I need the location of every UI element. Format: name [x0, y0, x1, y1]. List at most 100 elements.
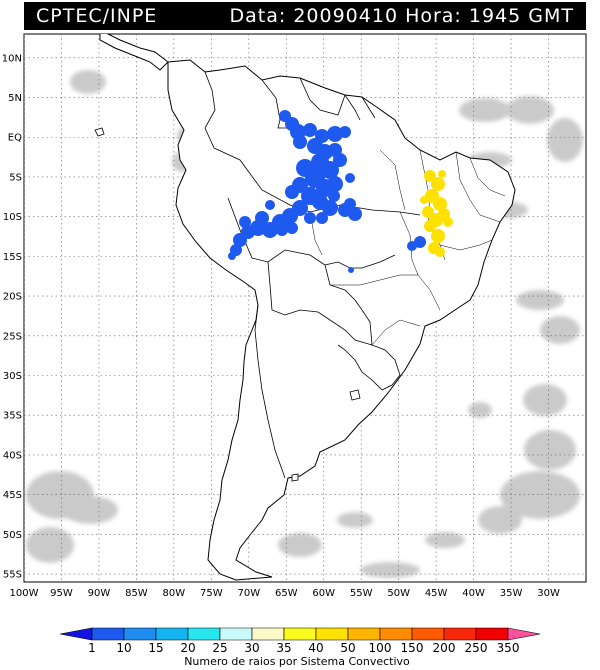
- lightning-cell-yellow: [420, 196, 428, 204]
- lightning-cell-blue: [265, 200, 275, 210]
- lightning-cell-blue: [303, 123, 317, 137]
- colorbar-label: 30: [244, 641, 259, 655]
- lightning-cell-yellow: [424, 220, 436, 232]
- lightning-cell-blue: [293, 135, 307, 149]
- colorbar-label: 35: [276, 641, 291, 655]
- colorbar-segment: [187, 627, 221, 641]
- lon-tick-label: 30W: [537, 588, 560, 599]
- lon-tick-label: 60W: [312, 588, 335, 599]
- lightning-cell-blue: [255, 211, 269, 225]
- lat-tick-label: 40S: [3, 450, 22, 461]
- colorbar-title: Numero de raios por Sistema Convectivo: [184, 655, 410, 668]
- lightning-cell-blue: [304, 212, 316, 224]
- lon-tick-label: 55W: [350, 588, 373, 599]
- lightning-cell-blue: [348, 267, 354, 273]
- lon-tick-label: 95W: [50, 588, 73, 599]
- lightning-cell-blue: [285, 185, 299, 199]
- country-borders: [204, 71, 421, 479]
- latitude-labels: 10N 5N EQ 5S 10S 15S 20S 25S 30S 35S 40S 45S 50S 55S: [2, 53, 22, 580]
- lat-tick-label: 5N: [8, 93, 22, 104]
- colorbar-label: 150: [401, 641, 424, 655]
- lightning-cell-blue: [321, 161, 339, 179]
- lon-tick-label: 70W: [237, 588, 260, 599]
- lightning-cell-yellow: [433, 197, 447, 211]
- lat-tick-label: 50S: [3, 530, 22, 541]
- colorbar-segment: [347, 627, 381, 641]
- colorbar: 1 10 15 20 25 30 35 40 50 100 150 200 250 350: [59, 627, 541, 655]
- lat-tick-label: 10N: [2, 53, 22, 64]
- map-header: CPTEC/INPE Data: 20090410 Hora: 1945 GMT: [24, 2, 586, 30]
- lightning-cell-blue: [344, 198, 356, 210]
- colorbar-label: 10: [116, 641, 131, 655]
- lightning-cell-blue: [322, 200, 338, 216]
- lightning-cell-blue: [328, 190, 340, 202]
- lightning-cell-blue: [286, 222, 298, 234]
- central-america-coastline: [99, 34, 169, 71]
- colorbar-label: 50: [340, 641, 355, 655]
- colorbar-segment: [91, 627, 125, 641]
- lightning-cell-yellow: [431, 177, 445, 191]
- lightning-cell-blue: [414, 236, 426, 248]
- lat-tick-label: 55S: [3, 570, 22, 581]
- colorbar-label: 15: [148, 641, 163, 655]
- colorbar-label: 250: [465, 641, 488, 655]
- colorbar-segment: [283, 627, 317, 641]
- islands: [94, 127, 361, 482]
- lon-tick-label: 40W: [462, 588, 485, 599]
- lon-tick-label: 65W: [275, 588, 298, 599]
- colorbar-label: 100: [369, 641, 392, 655]
- colorbar-segment: [507, 627, 541, 641]
- lat-tick-label: 15S: [3, 252, 22, 263]
- colorbar-label: 40: [308, 641, 323, 655]
- lon-tick-label: 35W: [500, 588, 523, 599]
- lon-tick-label: 50W: [387, 588, 410, 599]
- convective-system-yellow: [420, 170, 453, 257]
- colorbar-segment: [475, 627, 509, 641]
- lightning-cell-yellow: [431, 229, 445, 243]
- lightning-cell-blue: [407, 241, 417, 251]
- lightning-cell-yellow: [438, 208, 450, 220]
- lightning-cell-blue: [316, 212, 328, 224]
- lat-tick-label: 20S: [3, 292, 22, 303]
- colorbar-segment: [411, 627, 445, 641]
- lat-tick-label: 45S: [3, 490, 22, 501]
- lightning-cell-blue: [345, 173, 355, 183]
- lon-tick-label: 100W: [10, 588, 39, 599]
- lightning-cell-blue: [327, 176, 343, 192]
- colorbar-label: 350: [497, 641, 520, 655]
- lon-tick-label: 80W: [163, 588, 186, 599]
- lightning-cell-blue: [276, 224, 288, 236]
- lightning-cell-blue: [262, 222, 278, 238]
- lon-tick-label: 85W: [125, 588, 148, 599]
- lightning-cell-blue: [333, 153, 347, 167]
- colorbar-label: 25: [212, 641, 227, 655]
- colorbar-segment: [315, 627, 349, 641]
- lightning-cell-blue: [239, 216, 251, 228]
- lightning-cell-yellow: [443, 217, 453, 227]
- convective-system-blue: [228, 110, 426, 273]
- lat-tick-label: 10S: [3, 212, 22, 223]
- lat-tick-label: 35S: [3, 411, 22, 422]
- lightning-cell-blue: [339, 126, 351, 138]
- colorbar-segment: [155, 627, 189, 641]
- lightning-cell-yellow: [438, 170, 446, 178]
- longitude-labels: 100W 95W 90W 85W 80W 75W 70W 65W 60W 55W 50W 45W 40W…: [10, 588, 560, 599]
- lightning-cell-blue: [327, 126, 343, 142]
- colorbar-segment: [219, 627, 253, 641]
- colorbar-segment: [443, 627, 477, 641]
- lon-tick-label: 45W: [425, 588, 448, 599]
- lon-tick-label: 90W: [88, 588, 111, 599]
- lightning-cell-blue: [233, 233, 247, 247]
- lightning-cell-yellow: [435, 247, 445, 257]
- lat-tick-label: 5S: [9, 172, 22, 183]
- lon-tick-label: 75W: [200, 588, 223, 599]
- colorbar-segment: [251, 627, 285, 641]
- colorbar-segment: [59, 627, 93, 641]
- colorbar-label: 1: [88, 641, 96, 655]
- lat-tick-label: 25S: [3, 331, 22, 342]
- lat-tick-label: 30S: [3, 371, 22, 382]
- lightning-cell-blue: [228, 252, 236, 260]
- lightning-cell-blue: [348, 207, 362, 221]
- lat-tick-label: EQ: [8, 133, 22, 144]
